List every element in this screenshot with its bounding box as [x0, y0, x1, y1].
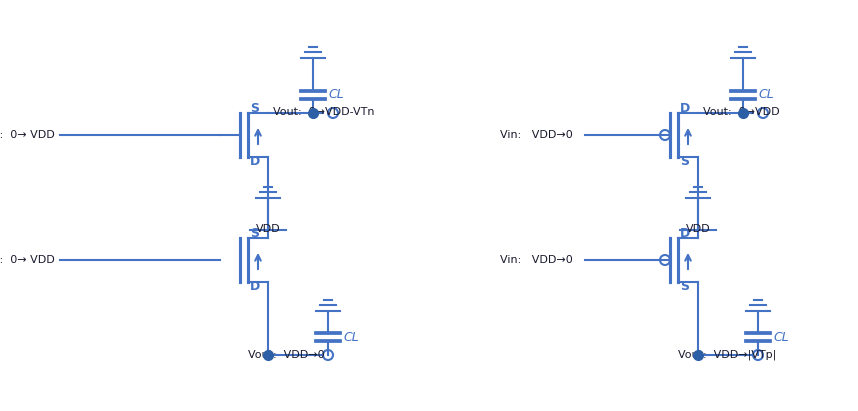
Text: Vin:   VDD→0: Vin: VDD→0 [500, 255, 573, 265]
Text: CL: CL [343, 330, 359, 344]
Text: Vout:  0→VDD-VTn: Vout: 0→VDD-VTn [273, 107, 374, 117]
Text: D: D [680, 102, 690, 115]
Text: D: D [680, 227, 690, 240]
Text: D: D [250, 155, 260, 168]
Text: Vin:  0→ VDD: Vin: 0→ VDD [0, 255, 55, 265]
Text: S: S [680, 155, 689, 168]
Text: Vin:  0→ VDD: Vin: 0→ VDD [0, 130, 55, 140]
Text: D: D [250, 280, 260, 293]
Text: Vin:   VDD→0: Vin: VDD→0 [500, 130, 573, 140]
Text: S: S [250, 102, 259, 115]
Text: CL: CL [758, 88, 774, 102]
Text: VDD: VDD [256, 224, 281, 234]
Text: VDD: VDD [686, 224, 710, 234]
Text: S: S [250, 227, 259, 240]
Text: CL: CL [328, 88, 344, 102]
Text: Vout:  VDD→0: Vout: VDD→0 [248, 350, 324, 360]
Text: CL: CL [773, 330, 789, 344]
Text: Vout:  0→VDD: Vout: 0→VDD [703, 107, 780, 117]
Text: S: S [680, 280, 689, 293]
Text: Vout:  VDD→|VTp|: Vout: VDD→|VTp| [678, 349, 776, 360]
